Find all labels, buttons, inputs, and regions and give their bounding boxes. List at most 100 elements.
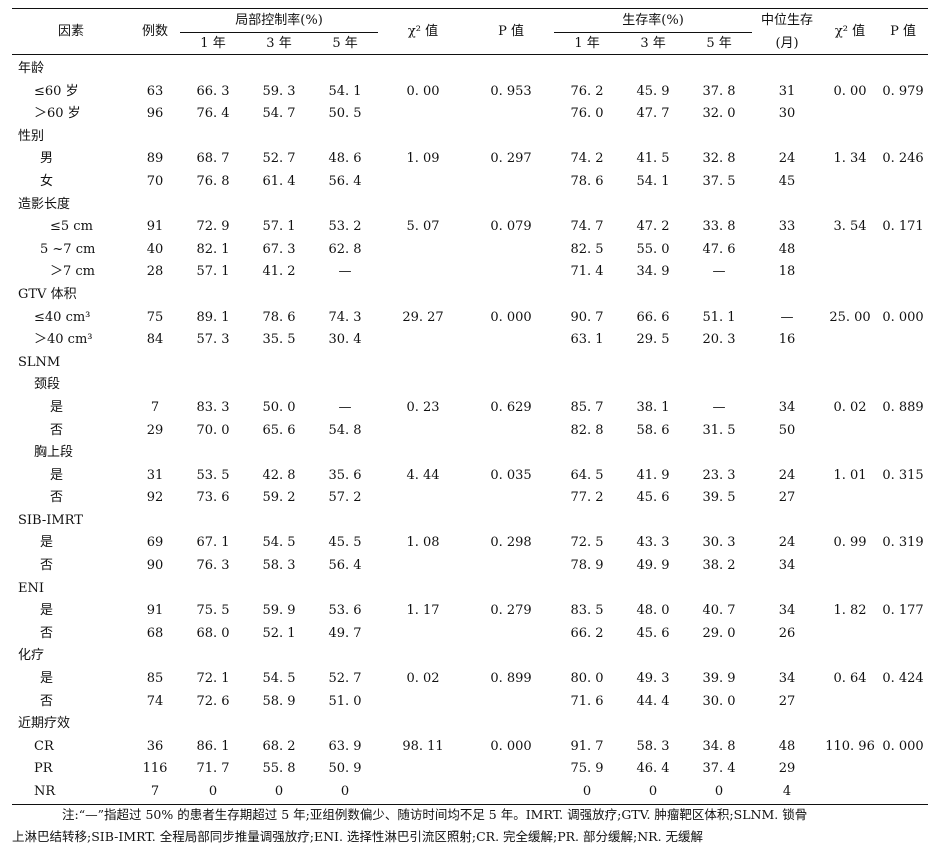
header-local-1y: 1 年: [200, 36, 226, 51]
row-label: 造影长度: [18, 196, 71, 212]
cell-n: 28: [146, 264, 164, 280]
table-row: ＞7 cm 28 57. 1 41. 2 — 71. 4 34. 9 — 18: [12, 261, 928, 284]
cell-s1: 0: [582, 784, 592, 799]
cell-chi: [378, 510, 468, 533]
cell-p2: [878, 442, 928, 465]
cell-n: [130, 578, 180, 601]
cell-med: —: [780, 309, 794, 325]
cell-s3: 38. 1: [636, 399, 670, 415]
cell-s3: 0: [648, 784, 658, 799]
table-row: 化疗: [12, 645, 928, 668]
table-row: SIB-IMRT: [12, 510, 928, 533]
cell-chi2: [822, 487, 878, 510]
cell-l5: 56. 4: [328, 173, 362, 189]
table-row: GTV 体积: [12, 284, 928, 307]
cell-s1: 64. 5: [570, 467, 604, 483]
cell-chi2: [822, 194, 878, 217]
row-label: 是: [50, 467, 64, 483]
cell-l1: 68. 0: [196, 625, 230, 641]
cell-chi2: [822, 623, 878, 646]
cell-l3: [246, 352, 312, 375]
cell-s1: [554, 352, 620, 375]
cell-s5: 30. 0: [702, 693, 736, 709]
cell-s3: [620, 578, 686, 601]
table-row: CR 36 86. 1 68. 2 63. 9 98. 11 0. 000 91. 7 58. …: [12, 736, 928, 759]
cell-chi: [378, 623, 468, 646]
cell-chi2: [822, 352, 878, 375]
cell-p2: [878, 781, 928, 804]
cell-l5: 57. 2: [328, 490, 362, 506]
cell-p2: 0. 177: [882, 603, 924, 619]
cell-p: [468, 284, 554, 307]
cell-l3: [246, 645, 312, 668]
cell-med: [752, 126, 822, 149]
row-label: 否: [40, 693, 54, 709]
cell-l3: 41. 2: [262, 264, 296, 280]
cell-l5: [312, 194, 378, 217]
cell-l1: 72. 9: [196, 219, 230, 235]
cell-med: 27: [778, 693, 796, 709]
cell-p: [468, 578, 554, 601]
cell-s3: 58. 6: [636, 422, 670, 438]
cell-n: [130, 510, 180, 533]
cell-s3: 47. 7: [636, 106, 670, 122]
row-label: 是: [40, 603, 54, 619]
row-label: 5 ~7 cm: [40, 241, 96, 257]
cell-l5: [312, 352, 378, 375]
cell-chi: [378, 420, 468, 443]
cell-s3: 34. 9: [636, 264, 670, 280]
cell-l5: 56. 4: [328, 558, 362, 574]
cell-p2: [878, 374, 928, 397]
cell-chi: [378, 555, 468, 578]
cell-l5: [312, 374, 378, 397]
cell-s5: 34. 8: [702, 738, 736, 754]
cell-l5: 0: [340, 784, 350, 799]
cell-s5: [686, 284, 752, 307]
cell-p2: [878, 555, 928, 578]
table-row: 年龄: [12, 55, 928, 81]
cell-p2: [878, 578, 928, 601]
header-factor: 因素: [57, 24, 84, 39]
cell-p: [468, 645, 554, 668]
cell-l3: 78. 6: [262, 309, 296, 325]
cell-n: 29: [146, 422, 164, 438]
cell-med: 16: [778, 332, 796, 348]
cell-s5: [686, 194, 752, 217]
cell-p: [468, 239, 554, 262]
cell-s1: [554, 510, 620, 533]
cell-chi: [378, 374, 468, 397]
cell-p: [468, 261, 554, 284]
row-label: 化疗: [18, 648, 45, 664]
cell-p2: [878, 623, 928, 646]
cell-n: 74: [146, 693, 164, 709]
cell-p: 0. 000: [490, 309, 532, 325]
cell-p: [468, 420, 554, 443]
cell-l5: 35. 6: [328, 467, 362, 483]
cell-s1: 82. 5: [570, 241, 604, 257]
cell-s3: 43. 3: [636, 535, 670, 551]
table-row: 否 92 73. 6 59. 2 57. 2 77. 2 45. 6 39. 5 27: [12, 487, 928, 510]
cell-s5: 30. 3: [702, 535, 736, 551]
cell-med: 24: [778, 467, 796, 483]
cell-med: 34: [778, 558, 796, 574]
cell-p2: [878, 487, 928, 510]
cell-p2: 0. 246: [882, 151, 924, 167]
cell-s5: 31. 5: [702, 422, 736, 438]
cell-l3: 52. 1: [262, 625, 296, 641]
cell-l1: [180, 442, 246, 465]
cell-s3: 44. 4: [636, 693, 670, 709]
cell-chi: 1. 17: [406, 603, 440, 619]
cell-n: 85: [146, 671, 164, 687]
table-row: ＞60 岁 96 76. 4 54. 7 50. 5 76. 0 47. 7 32. 0 30: [12, 103, 928, 126]
cell-l5: 62. 8: [328, 241, 362, 257]
cell-l5: 45. 5: [328, 535, 362, 551]
cell-l1: 70. 0: [196, 422, 230, 438]
cell-chi: 29. 27: [402, 309, 444, 325]
cell-l1: 68. 7: [196, 151, 230, 167]
cell-n: [130, 374, 180, 397]
cell-l1: [180, 645, 246, 668]
cell-l5: 74. 3: [328, 309, 362, 325]
cell-chi2: 25. 00: [829, 309, 871, 325]
cell-chi2: [822, 126, 878, 149]
cell-s5: 47. 6: [702, 241, 736, 257]
